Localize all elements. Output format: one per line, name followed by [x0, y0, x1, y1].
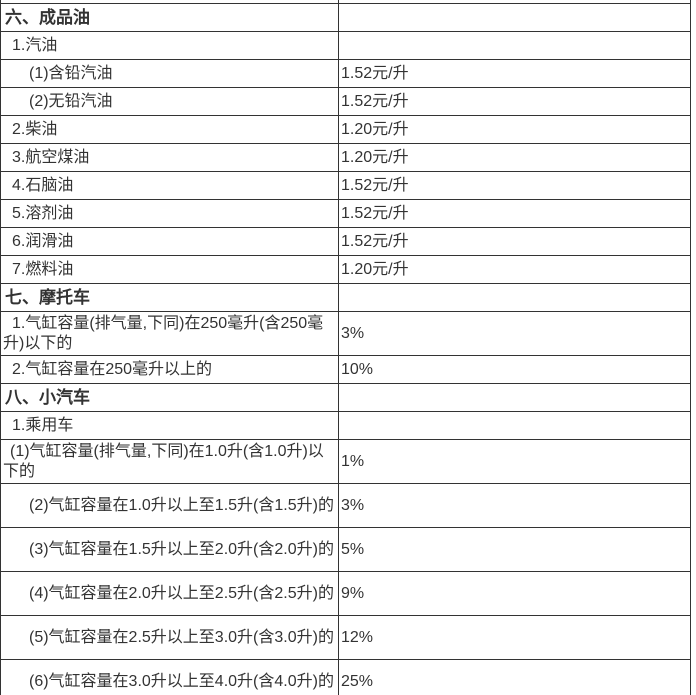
rate-value-cell: 1%	[338, 439, 691, 484]
item-label-cell: 7.燃料油	[0, 255, 339, 284]
item-label-cell: 六、成品油	[0, 3, 339, 32]
item-label-cell: 2.气缸容量在250毫升以上的	[0, 355, 339, 384]
table-row: 1.乘用车	[0, 411, 691, 440]
item-label-cell: (2)无铅汽油	[0, 87, 339, 116]
table-row: (6)气缸容量在3.0升以上至4.0升(含4.0升)的 25%	[0, 659, 691, 695]
rate-value-cell: 9%	[338, 571, 691, 616]
rate-value-cell: 3%	[338, 311, 691, 356]
item-label-cell: 6.润滑油	[0, 227, 339, 256]
rate-value-cell: 1.20元/升	[338, 143, 691, 172]
item-label-cell: (1)气缸容量(排气量,下同)在1.0升(含1.0升)以下的	[0, 439, 339, 484]
table-row: 1.汽油	[0, 31, 691, 60]
rate-value-cell: 12%	[338, 615, 691, 660]
table-row: (3)气缸容量在1.5升以上至2.0升(含2.0升)的 5%	[0, 527, 691, 572]
table-row: 八、小汽车	[0, 383, 691, 412]
rate-value-cell	[338, 283, 691, 312]
item-label-cell: (3)气缸容量在1.5升以上至2.0升(含2.0升)的	[0, 527, 339, 572]
table-row: 1.气缸容量(排气量,下同)在250毫升(含250毫升)以下的 3%	[0, 311, 691, 356]
table-row: (1)气缸容量(排气量,下同)在1.0升(含1.0升)以下的 1%	[0, 439, 691, 484]
rate-value-cell: 1.20元/升	[338, 255, 691, 284]
table-row: 4.石脑油 1.52元/升	[0, 171, 691, 200]
rate-value-cell	[338, 31, 691, 60]
rate-value-cell	[338, 411, 691, 440]
rate-value-cell: 1.52元/升	[338, 87, 691, 116]
rate-value-cell: 10%	[338, 355, 691, 384]
rate-value-cell	[338, 3, 691, 32]
item-label-cell: 八、小汽车	[0, 383, 339, 412]
table-row: 七、摩托车	[0, 283, 691, 312]
rate-value-cell: 1.20元/升	[338, 115, 691, 144]
item-label-cell: 1.汽油	[0, 31, 339, 60]
table-row: 2.气缸容量在250毫升以上的 10%	[0, 355, 691, 384]
table-row: 6.润滑油 1.52元/升	[0, 227, 691, 256]
table-row: 5.溶剂油 1.52元/升	[0, 199, 691, 228]
item-label-cell: 1.乘用车	[0, 411, 339, 440]
table-row: 7.燃料油 1.20元/升	[0, 255, 691, 284]
item-label-cell: 2.柴油	[0, 115, 339, 144]
rate-value-cell	[338, 383, 691, 412]
rate-value-cell: 25%	[338, 659, 691, 695]
item-label-cell: (2)气缸容量在1.0升以上至1.5升(含1.5升)的	[0, 483, 339, 528]
item-label-cell: (6)气缸容量在3.0升以上至4.0升(含4.0升)的	[0, 659, 339, 695]
table-row: (4)气缸容量在2.0升以上至2.5升(含2.5升)的 9%	[0, 571, 691, 616]
rate-value-cell: 5%	[338, 527, 691, 572]
item-label-cell: 5.溶剂油	[0, 199, 339, 228]
rate-value-cell: 3%	[338, 483, 691, 528]
item-label-cell: 七、摩托车	[0, 283, 339, 312]
item-label-cell: 1.气缸容量(排气量,下同)在250毫升(含250毫升)以下的	[0, 311, 339, 356]
rate-value-cell: 1.52元/升	[338, 199, 691, 228]
item-label-cell: (5)气缸容量在2.5升以上至3.0升(含3.0升)的	[0, 615, 339, 660]
item-label-cell: 4.石脑油	[0, 171, 339, 200]
item-label-cell: (1)含铅汽油	[0, 59, 339, 88]
table-row: 2.柴油 1.20元/升	[0, 115, 691, 144]
rate-value-cell: 1.52元/升	[338, 227, 691, 256]
table-row: 3.航空煤油 1.20元/升	[0, 143, 691, 172]
rate-value-cell: 1.52元/升	[338, 171, 691, 200]
item-label-cell: (4)气缸容量在2.0升以上至2.5升(含2.5升)的	[0, 571, 339, 616]
table-row: (2)气缸容量在1.0升以上至1.5升(含1.5升)的 3%	[0, 483, 691, 528]
item-label-cell: 3.航空煤油	[0, 143, 339, 172]
table-row: (5)气缸容量在2.5升以上至3.0升(含3.0升)的 12%	[0, 615, 691, 660]
table-row: (2)无铅汽油 1.52元/升	[0, 87, 691, 116]
table-row: (1)含铅汽油 1.52元/升	[0, 59, 691, 88]
rate-value-cell: 1.52元/升	[338, 59, 691, 88]
table-row: 六、成品油	[0, 3, 691, 32]
